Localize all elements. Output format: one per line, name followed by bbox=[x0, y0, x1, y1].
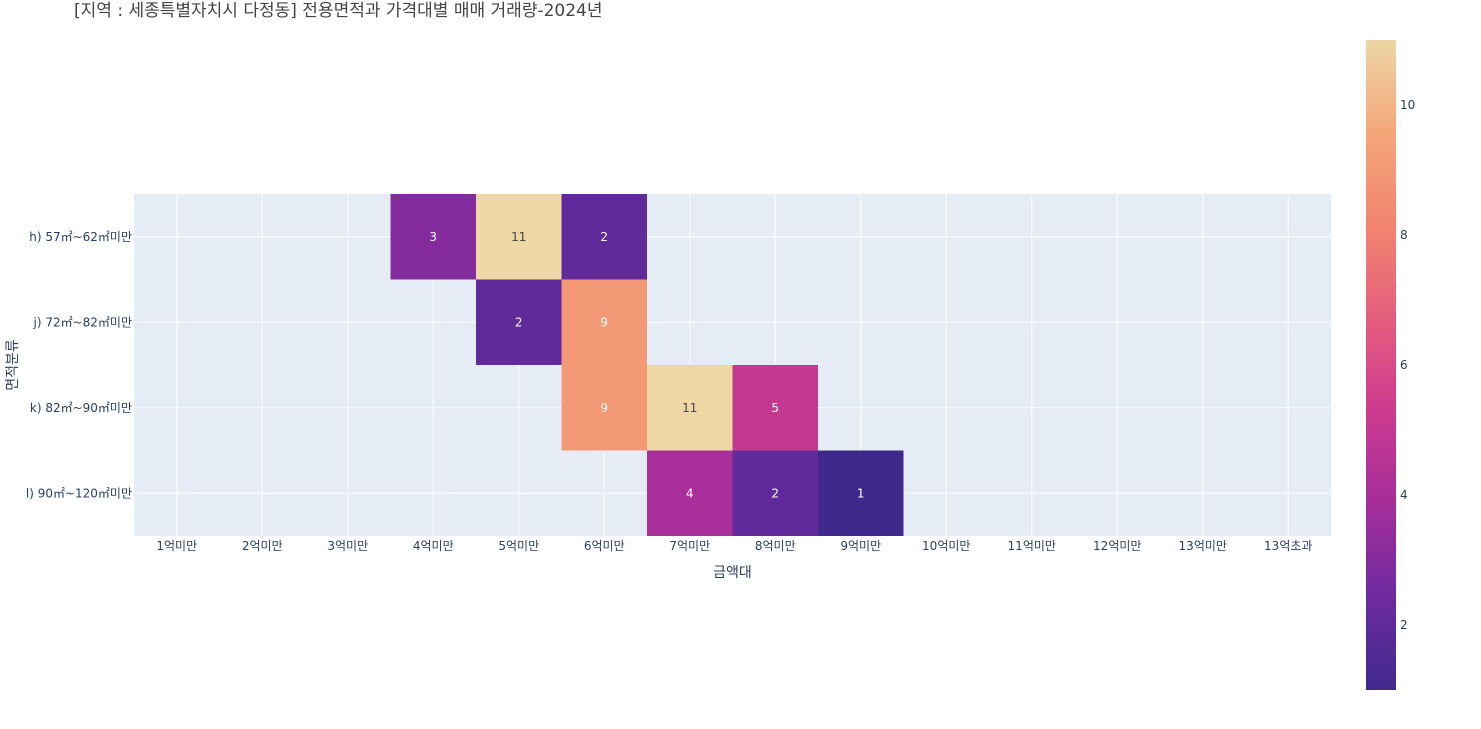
x-tick-label: 12억미만 bbox=[1093, 539, 1141, 553]
heatmap-cell bbox=[647, 450, 733, 536]
cell-value-label: 2 bbox=[771, 486, 779, 500]
heatmap-cell bbox=[476, 194, 562, 280]
heatmap-cell bbox=[390, 194, 476, 280]
x-tick-label: 3억미만 bbox=[327, 539, 368, 553]
heatmap-cell bbox=[476, 279, 562, 365]
colorbar-tick-label: 10 bbox=[1400, 98, 1415, 112]
y-tick-label: h) 57㎡~62㎡미만 bbox=[29, 230, 132, 244]
x-tick-label: 5억미만 bbox=[498, 539, 539, 553]
cell-value-label: 9 bbox=[600, 315, 608, 329]
heatmap-cell bbox=[647, 365, 733, 451]
y-tick-label: l) 90㎡~120㎡미만 bbox=[26, 486, 132, 500]
colorbar-ticks: 2 4 6 8 10 bbox=[1400, 98, 1415, 632]
x-tick-label: 4억미만 bbox=[413, 539, 454, 553]
heatmap-cell bbox=[818, 450, 904, 536]
colorbar-tick-label: 2 bbox=[1400, 618, 1408, 632]
y-tick-label: j) 72㎡~82㎡미만 bbox=[32, 315, 132, 329]
chart-title: [지역 : 세종특별자치시 다정동] 전용면적과 가격대별 매매 거래량-202… bbox=[74, 1, 603, 21]
heatmap-cell bbox=[561, 279, 647, 365]
x-tick-label: 9억미만 bbox=[840, 539, 881, 553]
colorbar bbox=[1366, 40, 1396, 690]
cell-value-label: 2 bbox=[600, 230, 608, 244]
x-tick-label: 2억미만 bbox=[242, 539, 283, 553]
x-axis-ticks: 1억미만 2억미만 3억미만 4억미만 5억미만 6억미만 7억미만 8억미만 9억미만 10억미… bbox=[156, 539, 1312, 553]
colorbar-tick-label: 4 bbox=[1400, 488, 1408, 502]
grid-lines bbox=[134, 194, 1331, 536]
y-tick-label: k) 82㎡~90㎡미만 bbox=[30, 401, 132, 415]
cell-value-label: 2 bbox=[515, 315, 523, 329]
x-tick-label: 7억미만 bbox=[669, 539, 710, 553]
cell-value-label: 3 bbox=[429, 230, 437, 244]
x-tick-label: 11억미만 bbox=[1008, 539, 1056, 553]
cell-value-label: 11 bbox=[511, 230, 526, 244]
colorbar-tick-label: 8 bbox=[1400, 228, 1408, 242]
cell-value-label: 11 bbox=[682, 401, 697, 415]
x-axis-title: 금액대 bbox=[713, 565, 752, 581]
x-tick-label: 1억미만 bbox=[156, 539, 197, 553]
x-tick-label: 13억미만 bbox=[1179, 539, 1227, 553]
cell-value-label: 9 bbox=[600, 401, 608, 415]
x-tick-label: 13억초과 bbox=[1264, 539, 1312, 553]
heatmap-cells bbox=[390, 194, 904, 536]
heatmap-cell bbox=[561, 365, 647, 451]
heatmap-cell bbox=[732, 365, 818, 451]
heatmap-cell bbox=[732, 450, 818, 536]
cell-labels: 3 11 2 2 9 9 11 5 4 2 1 bbox=[429, 230, 864, 501]
cell-value-label: 4 bbox=[686, 486, 694, 500]
y-axis-title: 면적분류 bbox=[5, 339, 21, 391]
x-tick-label: 10억미만 bbox=[922, 539, 970, 553]
cell-value-label: 1 bbox=[857, 486, 865, 500]
heatmap-cell bbox=[561, 194, 647, 280]
cell-value-label: 5 bbox=[771, 401, 779, 415]
x-tick-label: 6억미만 bbox=[584, 539, 625, 553]
y-axis-ticks: h) 57㎡~62㎡미만 j) 72㎡~82㎡미만 k) 82㎡~90㎡미만 l) 9… bbox=[26, 230, 132, 501]
x-tick-label: 8억미만 bbox=[755, 539, 796, 553]
colorbar-tick-label: 6 bbox=[1400, 358, 1408, 372]
